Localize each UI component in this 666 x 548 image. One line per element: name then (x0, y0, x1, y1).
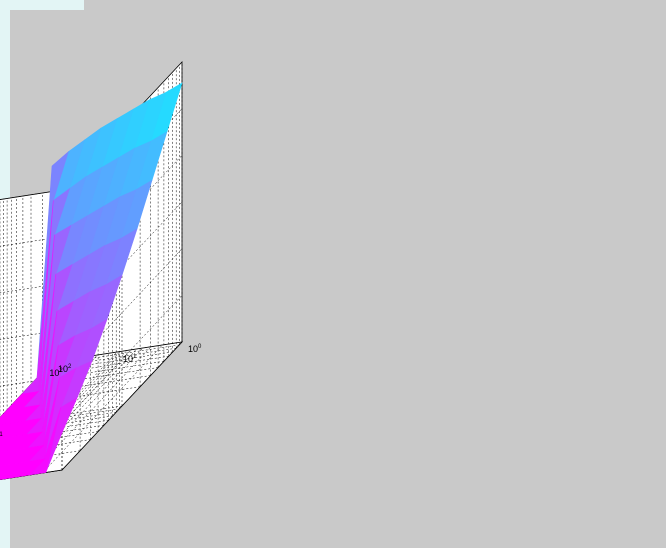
grid-line (42, 344, 163, 474)
surface-patch (0, 407, 25, 426)
x-tick-label: 102 (49, 368, 63, 378)
y-tick-label: 101 (123, 354, 137, 364)
y-tick-label: 100 (188, 344, 202, 354)
surface-patch (0, 463, 13, 478)
grid-line (0, 248, 183, 387)
surface-patch (0, 436, 11, 448)
grid-line (0, 341, 183, 480)
tick-labels: 10010-210-410-610-810-1010-1210010110210… (0, 344, 202, 442)
grid-line (0, 295, 183, 434)
surface-mesh[interactable] (0, 82, 183, 490)
grid-line (0, 201, 183, 340)
surface-patch (0, 450, 12, 463)
surface-patch (0, 423, 10, 433)
window-corner-strip (0, 0, 84, 10)
x-tick-label: 101 (0, 432, 3, 442)
y-tick-label: 102 (58, 364, 72, 374)
